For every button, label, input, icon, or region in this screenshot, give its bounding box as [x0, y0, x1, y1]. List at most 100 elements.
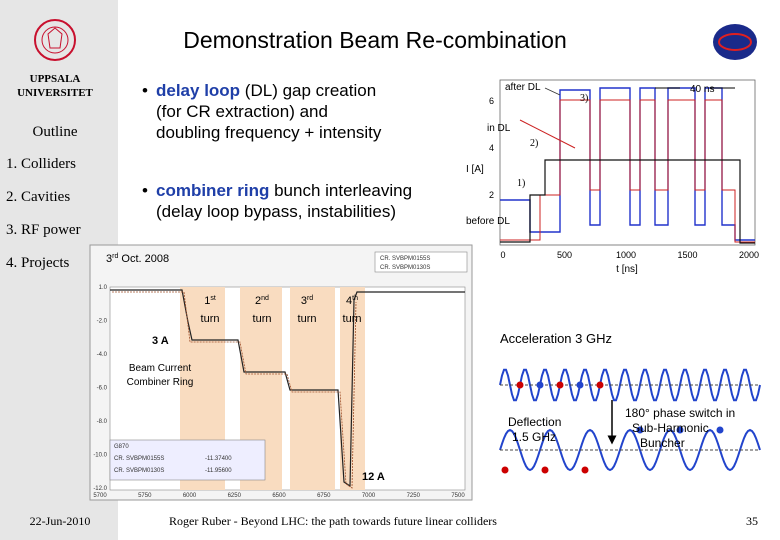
x-tick-label: 1000	[616, 250, 636, 260]
slide-title: Demonstration Beam Re-combination	[183, 27, 567, 53]
top-plot	[499, 79, 756, 246]
bottom-ticks: 5700 5750 6000 6250 6500 6750 7000 7250 7500 1.0 -…	[93, 285, 465, 499]
turn-sup: th	[352, 295, 358, 302]
x-tick-label: 6000	[183, 493, 197, 499]
clic-logo	[713, 24, 757, 60]
outline-item: 1. Colliders	[6, 156, 76, 172]
turn-num: 1	[204, 295, 210, 307]
page-number: 35	[746, 514, 758, 528]
x-tick-label: 6500	[272, 493, 286, 499]
turn-label: 1st	[204, 295, 216, 307]
turn-word: turn	[253, 313, 272, 325]
bottom-plot	[89, 244, 473, 501]
diagram-label: 1.5 GHz	[512, 430, 556, 444]
turn-label: 4th	[346, 295, 358, 307]
top-ticks: 0 500 1000 1500 2000 2 4 6	[489, 96, 759, 260]
x-tick-label: 5750	[138, 493, 152, 499]
turn-label: 2nd	[255, 295, 269, 307]
legend-entry: CR. SVBPM0130S	[380, 265, 430, 271]
bullet-line: delay loop (DL) gap creation	[156, 81, 376, 100]
turn-word: turn	[343, 313, 362, 325]
turn-num: 3	[301, 295, 307, 307]
footer-text: Roger Ruber - Beyond LHC: the path towar…	[169, 514, 497, 528]
y-tick-label: 6	[489, 96, 494, 106]
plot-caption: Beam Current	[129, 363, 191, 374]
plot-date: 3rd Oct. 2008	[106, 253, 169, 265]
y-tick-label: -4.0	[97, 352, 108, 358]
axis-label: I [A]	[466, 164, 484, 175]
plot-caption: Combiner Ring	[127, 377, 194, 388]
bullet-line: (for CR extraction) and	[156, 102, 328, 121]
x-tick-label: 5700	[93, 493, 107, 499]
y-tick-label: -6.0	[97, 386, 108, 392]
plot-label: 12 A	[362, 471, 385, 483]
table-cell: -11.37400	[205, 456, 232, 462]
outline-item: 4. Projects	[6, 255, 69, 271]
x-tick-label: 2000	[739, 250, 759, 260]
x-tick-label: 7250	[407, 493, 421, 499]
table-cell: CR. SVBPM0130S	[114, 468, 164, 474]
bullet-list: • delay loop (DL) gap creation (for CR ext…	[142, 81, 412, 221]
bullet-line: (delay loop bypass, instabilities)	[156, 202, 396, 221]
bullet-text: (delay loop bypass, instabilities)	[156, 202, 396, 221]
outline-list: 1. Colliders 2. Cavities 3. RF power 4. Pro…	[6, 156, 81, 271]
plot-label: 40 ns	[690, 84, 714, 95]
bullet-dot: •	[142, 81, 148, 100]
bullet-text: (for CR extraction) and	[156, 102, 328, 121]
outline-item: 3. RF power	[6, 222, 81, 238]
bullet-line: doubling frequency + intensity	[156, 123, 382, 142]
plot-label: 1)	[517, 178, 525, 189]
x-tick-label: 500	[557, 250, 572, 260]
interleave-diagram	[499, 368, 761, 474]
bullet-text: (DL) gap creation	[240, 81, 376, 100]
table-title: G870	[114, 444, 129, 450]
turn-num: 4	[346, 295, 352, 307]
y-tick-label: -10.0	[93, 453, 107, 459]
bullet-dot: •	[142, 181, 148, 200]
bullet-line: combiner ring bunch interleaving	[156, 181, 412, 200]
plot-label: 2)	[530, 138, 538, 149]
y-tick-label: -8.0	[97, 419, 108, 425]
axis-label: t [ns]	[616, 264, 638, 275]
x-tick-label: 1500	[677, 250, 697, 260]
turn-label: 3rd	[301, 295, 313, 307]
logo-text: UPPSALA	[30, 73, 81, 85]
plot-label: before DL	[466, 216, 510, 227]
diagram-label: Sub-Harmonic	[632, 421, 709, 435]
footer-date: 22-Jun-2010	[30, 514, 91, 528]
turn-sup: rd	[307, 295, 313, 302]
y-tick-label: 4	[489, 143, 494, 153]
bullet-bold: combiner ring	[156, 181, 269, 200]
table-cell: CR. SVBPM0155S	[114, 456, 164, 462]
x-tick-label: 0	[500, 250, 505, 260]
bullet-text: bunch interleaving	[269, 181, 412, 200]
x-tick-label: 6750	[317, 493, 331, 499]
plot-label: after DL	[505, 82, 541, 93]
outline-heading: Outline	[33, 124, 78, 140]
diagram-label: Deflection	[508, 415, 561, 429]
outline-item: 2. Cavities	[6, 189, 70, 205]
uu-seal	[34, 19, 76, 61]
turn-labels: 1st turn 2nd turn 3rd turn 4th turn	[201, 295, 362, 325]
plot-label: in DL	[487, 123, 511, 134]
plot-label: 3)	[580, 93, 588, 104]
x-tick-label: 7500	[451, 493, 465, 499]
x-tick-label: 7000	[362, 493, 376, 499]
y-tick-label: -2.0	[97, 319, 108, 325]
y-tick-label: -12.0	[93, 486, 107, 492]
diagram-label: Buncher	[640, 436, 685, 450]
bullet-text: doubling frequency + intensity	[156, 123, 382, 142]
turn-word: turn	[298, 313, 317, 325]
y-tick-label: 2	[489, 190, 494, 200]
turn-word: turn	[201, 313, 220, 325]
plot-label: 3 A	[152, 335, 169, 347]
table-cell: -11.95600	[205, 468, 232, 474]
diagram-label: 180° phase switch in	[625, 406, 735, 420]
turn-sup: nd	[261, 295, 269, 302]
bullet-bold: delay loop	[156, 81, 240, 100]
turn-sup: st	[210, 295, 216, 302]
y-tick-label: 1.0	[99, 285, 108, 291]
turn-num: 2	[255, 295, 261, 307]
x-tick-label: 6250	[228, 493, 242, 499]
